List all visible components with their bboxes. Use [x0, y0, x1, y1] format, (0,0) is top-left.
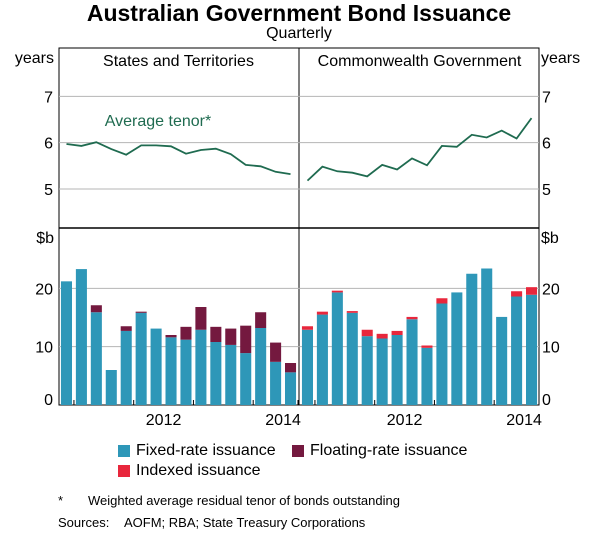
bar-floating [270, 342, 282, 362]
bar-fixed [376, 338, 388, 405]
y-tick-label-right: 5 [542, 182, 551, 199]
bar-fixed [90, 312, 102, 405]
y-tick-label-right: 6 [542, 136, 551, 153]
unit-label-right: $b [541, 230, 559, 247]
y-tick-label-left: 0 [44, 392, 53, 409]
bar-fixed [511, 296, 523, 405]
bar-fixed [225, 344, 237, 405]
bar-fixed [421, 347, 433, 405]
y-tick-label-right: 7 [542, 89, 551, 106]
bar-indexed [361, 329, 373, 337]
bar-fixed [105, 370, 117, 405]
chart-title: Australian Government Bond Issuance [86, 0, 512, 26]
bar-fixed [150, 328, 162, 405]
bar-fixed [316, 314, 328, 405]
bar-floating [210, 326, 222, 342]
bar-floating [225, 328, 237, 345]
bar-indexed [301, 326, 313, 330]
panel-title: States and Territories [103, 53, 254, 70]
y-tick-label-right: 10 [542, 340, 560, 357]
bar-floating [120, 326, 132, 331]
tenor-line [306, 117, 533, 182]
chart-subtitle: Quarterly [266, 25, 332, 42]
x-tick-label: 2012 [146, 412, 182, 429]
unit-label-left: years [15, 50, 54, 67]
bar-indexed [511, 291, 523, 297]
legend-item-indexed: Indexed issuance [118, 462, 261, 480]
unit-label-left: $b [36, 230, 54, 247]
y-tick-label-left: 6 [44, 136, 53, 153]
bar-fixed [466, 273, 478, 405]
bar-floating [135, 311, 147, 313]
y-tick-label-left: 5 [44, 182, 53, 199]
bar-fixed [270, 361, 282, 405]
bar-floating [90, 305, 102, 313]
y-tick-label-right: 20 [542, 281, 560, 298]
bar-indexed [346, 311, 358, 313]
y-tick-label-left: 20 [35, 281, 53, 298]
bar-fixed [135, 312, 147, 405]
bar-fixed [60, 281, 72, 405]
legend-swatch-indexed [118, 465, 130, 477]
bar-fixed [526, 294, 538, 405]
sources-text: AOFM; RBA; State Treasury Corporations [124, 515, 366, 530]
y-tick-label-left: 7 [44, 89, 53, 106]
bar-fixed [406, 319, 418, 405]
bar-indexed [331, 290, 343, 293]
x-tick-label: 2014 [506, 412, 542, 429]
bar-indexed [421, 345, 433, 348]
bar-fixed [346, 312, 358, 405]
x-tick-label: 2012 [387, 412, 423, 429]
bar-fixed [165, 337, 177, 405]
legend-label-indexed: Indexed issuance [136, 462, 261, 479]
bar-indexed [406, 316, 418, 320]
bar-floating [240, 325, 252, 354]
legend-label-floating: Floating-rate issuance [310, 442, 468, 459]
bar-floating [195, 307, 207, 330]
bar-fixed [210, 342, 222, 405]
bar-floating [165, 335, 177, 338]
bar-fixed [331, 292, 343, 405]
legend-label-fixed: Fixed-rate issuance [136, 442, 276, 459]
bar-fixed [120, 330, 132, 405]
legend-item-fixed: Fixed-rate issuance [118, 442, 276, 460]
bar-floating [285, 363, 297, 373]
bar-fixed [391, 335, 403, 405]
bar-fixed [75, 269, 87, 405]
bar-floating [180, 326, 192, 340]
bar-indexed [526, 287, 538, 295]
bar-fixed [361, 336, 373, 405]
bar-indexed [436, 298, 448, 304]
legend-item-floating: Floating-rate issuance [292, 442, 467, 460]
bar-floating [255, 312, 267, 328]
tenor-label: Average tenor* [105, 113, 211, 130]
y-tick-label-right: 0 [542, 392, 551, 409]
y-tick-label-left: 10 [35, 340, 53, 357]
bar-fixed [496, 316, 508, 405]
footnote-text: Weighted average residual tenor of bonds… [88, 493, 400, 508]
bar-fixed [301, 329, 313, 405]
bar-fixed [240, 353, 252, 405]
tenor-line [66, 141, 291, 175]
bar-indexed [316, 311, 328, 315]
bar-fixed [195, 329, 207, 405]
footnote-marker: * [58, 493, 64, 508]
panel-title: Commonwealth Government [318, 53, 522, 70]
bar-fixed [436, 303, 448, 405]
bar-fixed [481, 268, 493, 405]
x-tick-label: 2014 [265, 412, 301, 429]
bar-fixed [285, 372, 297, 405]
sources-label: Sources: [58, 515, 110, 530]
bar-indexed [391, 330, 403, 335]
chart-canvas: 5 5 6 6 7 7 0 0 10 10 20 20 years years $b $b States and… [15, 47, 580, 429]
legend-swatch-floating [292, 445, 304, 457]
bar-fixed [180, 339, 192, 405]
bar-fixed [451, 292, 463, 405]
bar-fixed [255, 328, 267, 405]
unit-label-right: years [541, 50, 580, 67]
bar-indexed [376, 333, 388, 339]
legend-swatch-fixed [118, 445, 130, 457]
